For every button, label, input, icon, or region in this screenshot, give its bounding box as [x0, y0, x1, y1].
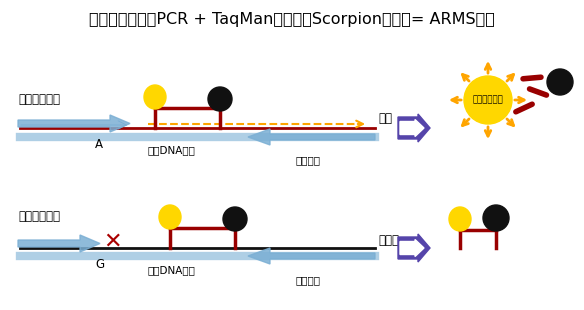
Text: ✕: ✕ [103, 232, 121, 252]
Text: G: G [95, 258, 104, 271]
Circle shape [223, 207, 247, 231]
FancyArrow shape [398, 114, 430, 142]
Text: 反向引物: 反向引物 [295, 155, 320, 165]
Text: 突变正向引物: 突变正向引物 [18, 93, 60, 106]
Text: A: A [95, 138, 103, 151]
Text: 突变DNA模板: 突变DNA模板 [148, 145, 196, 155]
Polygon shape [18, 235, 100, 252]
Ellipse shape [144, 85, 166, 109]
Ellipse shape [159, 205, 181, 229]
Text: 野生DNA模板: 野生DNA模板 [148, 265, 196, 275]
Polygon shape [248, 248, 375, 264]
Circle shape [547, 69, 573, 95]
Text: 延伸: 延伸 [378, 113, 392, 126]
FancyArrow shape [398, 234, 430, 262]
Circle shape [464, 76, 512, 124]
Ellipse shape [449, 207, 471, 231]
Text: 突变正向引物: 突变正向引物 [18, 210, 60, 223]
Polygon shape [18, 115, 130, 132]
Polygon shape [248, 129, 375, 145]
FancyArrow shape [400, 240, 424, 256]
Text: 产生荧光信号: 产生荧光信号 [472, 95, 503, 104]
FancyArrow shape [400, 119, 424, 136]
Text: 等位基因特异性PCR + TaqMan探针（或Scorpion探针）= ARMS方法: 等位基因特异性PCR + TaqMan探针（或Scorpion探针）= ARMS… [89, 12, 495, 27]
Circle shape [208, 87, 232, 111]
Circle shape [483, 205, 509, 231]
Text: 无延伸: 无延伸 [378, 233, 399, 246]
Text: 反向引物: 反向引物 [295, 275, 320, 285]
